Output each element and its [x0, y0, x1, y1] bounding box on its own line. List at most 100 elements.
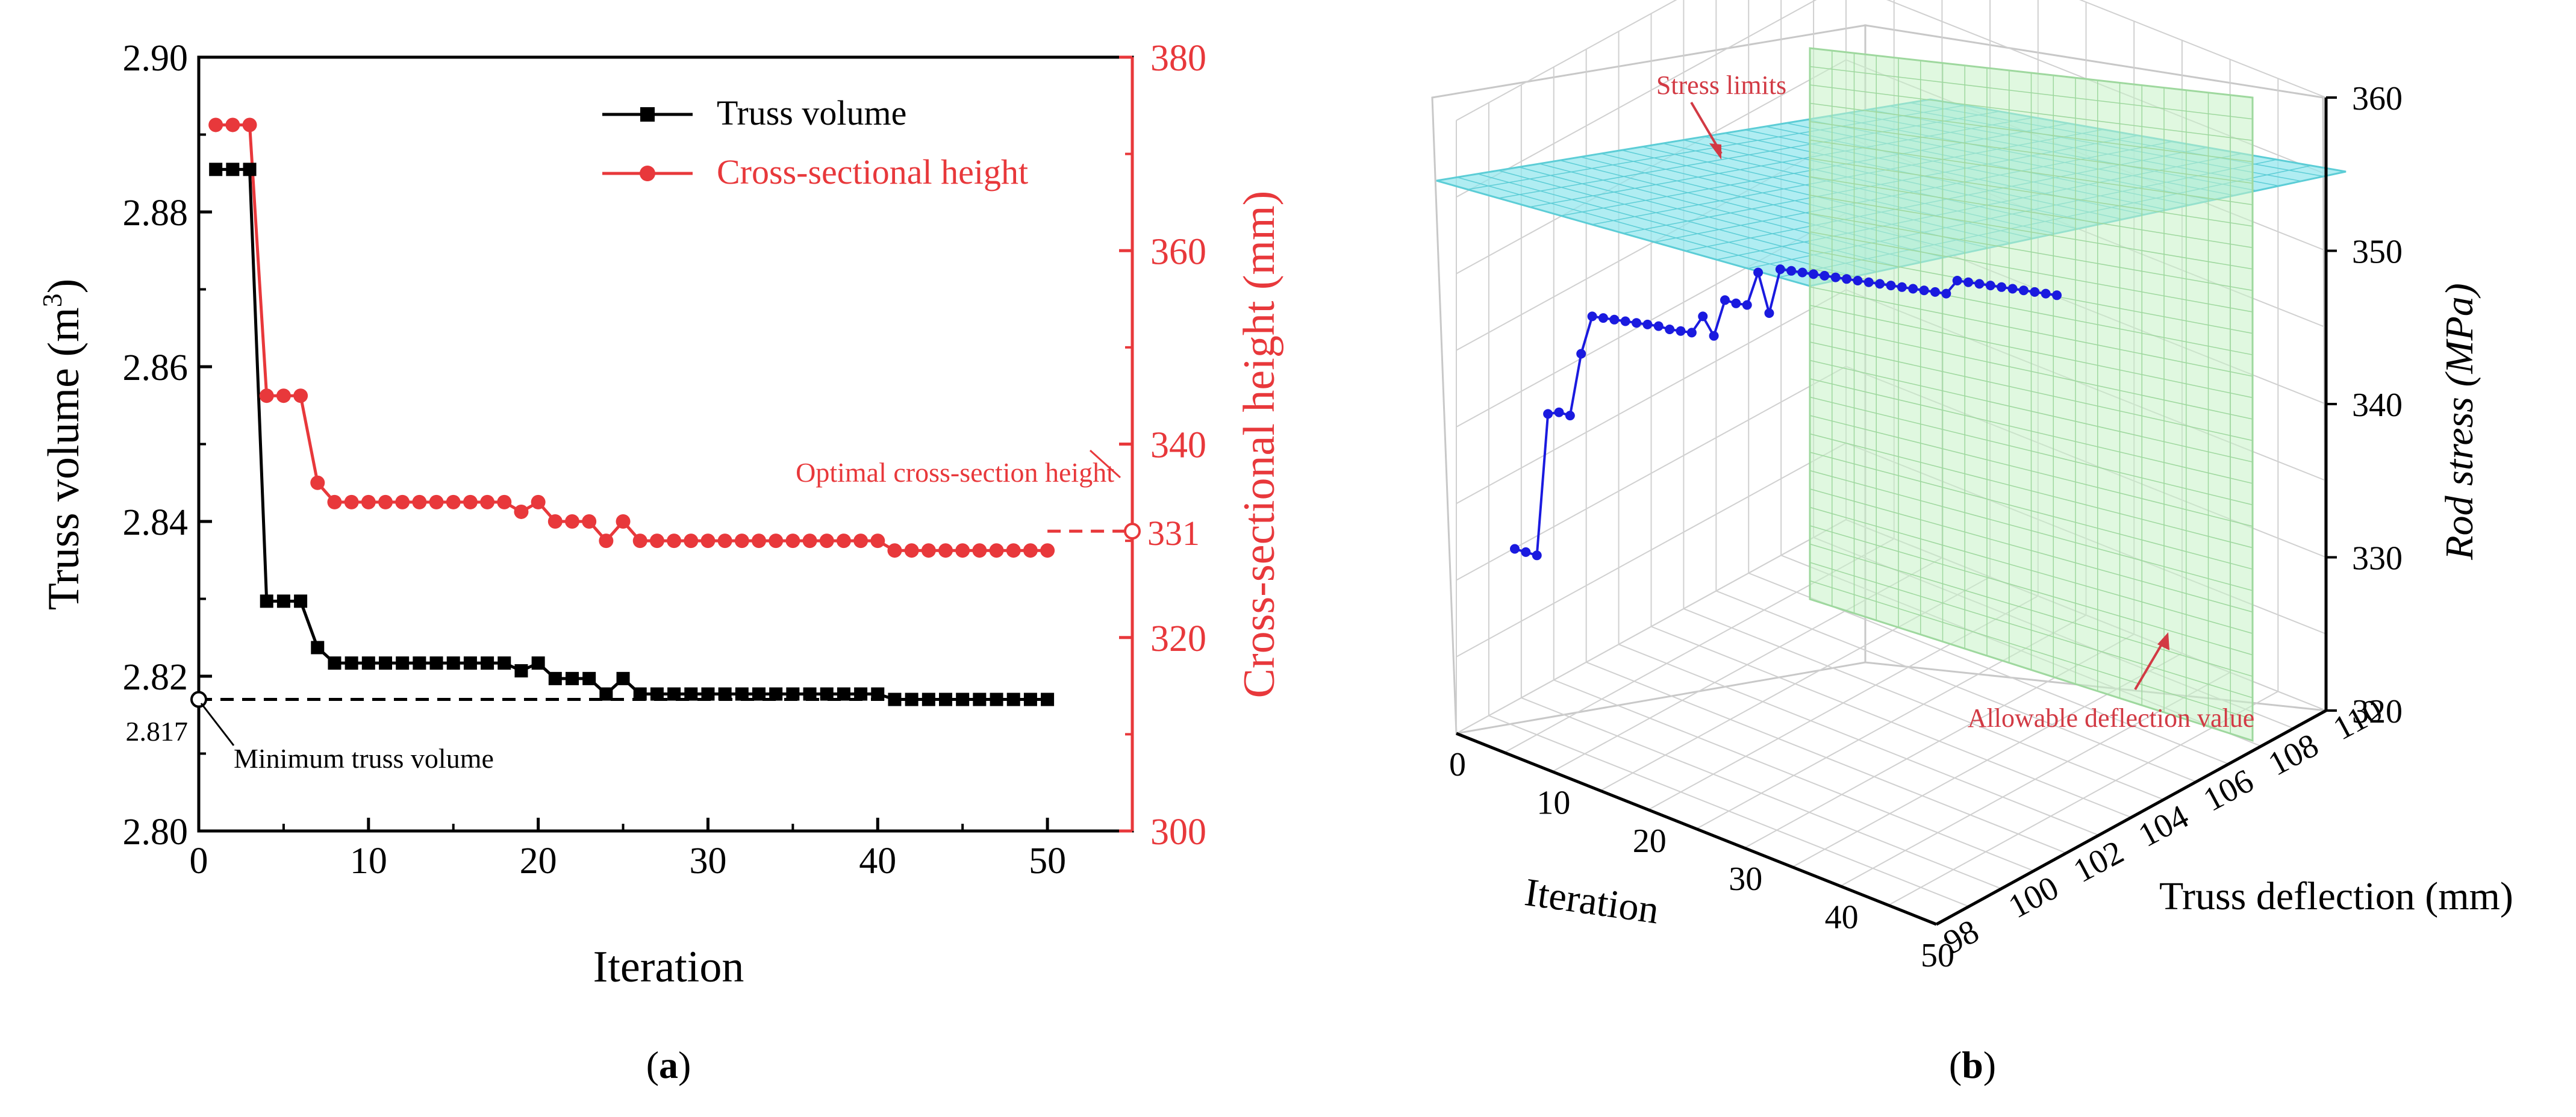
cross-sectional-height-point [836, 534, 851, 549]
optimization-path-point [1941, 288, 1951, 299]
panel-a-caption-letter: a [659, 1044, 678, 1086]
deflection-plane-grid-line [1809, 286, 2253, 377]
x-axis-line [1456, 732, 1937, 926]
wall-grid-line [1456, 442, 1847, 658]
optimization-path-point [1820, 270, 1830, 281]
truss-volume-point [396, 656, 410, 670]
truss-volume-point [888, 692, 902, 706]
optimal-height-pointer [1089, 449, 1121, 479]
optimization-path-point [1598, 313, 1608, 323]
optimization-path-point [1521, 547, 1531, 557]
cross-sectional-height-point [921, 543, 936, 558]
optimization-path-point [1886, 281, 1896, 291]
legend-cross-sectional-height-marker [640, 166, 655, 181]
panel-a-y-tick-labels: 2.80 2.82 2.84 2.86 2.88 2.90 [123, 38, 189, 853]
optimization-path-point [1952, 276, 1962, 285]
truss-volume-point [311, 641, 325, 655]
optimization-path-point [1698, 311, 1708, 322]
truss-volume-point [566, 671, 579, 685]
wall-grid-line [1456, 289, 1847, 505]
panel-a-y-axis-title-sup: 3 [37, 293, 67, 307]
panel-a-x-axis-title: Iteration [593, 942, 744, 992]
truss-volume-point [276, 594, 290, 608]
cross-sectional-height-point [684, 534, 699, 549]
cross-sectional-height-point [700, 534, 716, 549]
optimization-path-point [1930, 287, 1940, 297]
optimization-path-point [1720, 295, 1730, 305]
z-tick-label: 340 [2352, 387, 2403, 424]
truss-volume-point [260, 594, 273, 608]
truss-volume-point [803, 687, 817, 701]
y-axis-line [1935, 709, 2327, 926]
panel-b-caption: (b) [1949, 1044, 1996, 1086]
optimization-path-point [1731, 298, 1741, 308]
x-tick-label: 0 [1449, 746, 1466, 783]
optimization-path-point [1653, 321, 1664, 331]
cross-sectional-height-points [208, 117, 1055, 558]
truss-volume-point [243, 163, 257, 176]
deflection-plane-grid-line [1809, 580, 2253, 720]
truss-volume-point [650, 687, 664, 701]
optimization-path-point [1786, 266, 1797, 276]
truss-volume-point [1041, 692, 1055, 706]
y2-tick-label: 300 [1150, 812, 1206, 853]
deflection-plane-grid-line [1809, 194, 2253, 270]
legend-truss-volume-marker [640, 107, 655, 122]
optimization-path-point [1620, 316, 1630, 326]
stress-limits-arrowhead [1709, 143, 1721, 160]
deflection-limit-plane-grid [1809, 51, 2253, 734]
truss-volume-point [548, 671, 562, 685]
panel-a-y-axis-title: Truss volume (m3) [37, 279, 89, 611]
optimization-path-points [1510, 264, 2062, 561]
deflection-plane-grid-line [1809, 213, 2253, 291]
truss-volume-point [684, 687, 698, 701]
optimization-path-point [1908, 284, 1918, 294]
optimization-path-point [1897, 282, 1907, 292]
wall-grid-line [1456, 0, 1677, 121]
optimization-path-point [2052, 290, 2062, 300]
truss-volume-point [1006, 692, 1020, 706]
optimization-path-point [1842, 274, 1852, 284]
truss-volume-point [1023, 692, 1037, 706]
y2-tick-label: 380 [1150, 38, 1206, 79]
optimization-path-point [1709, 331, 1719, 341]
deflection-plane-grid-line [1809, 359, 2253, 462]
truss-volume-point [922, 692, 935, 706]
cross-sectional-height-point [632, 534, 647, 549]
truss-volume-point [752, 687, 766, 701]
cross-sectional-height-point [446, 494, 461, 509]
y-tick-label: 104 [2132, 798, 2194, 854]
x-tick-label: 0 [190, 841, 208, 882]
cross-sectional-height-point [463, 494, 478, 509]
truss-volume-point [905, 692, 918, 706]
truss-volume-point [209, 163, 223, 176]
optimal-height-label: Optimal cross-section height [796, 457, 1114, 488]
x-tick-label: 40 [859, 841, 896, 882]
cross-sectional-height-point [327, 494, 342, 509]
truss-volume-point [973, 692, 987, 706]
optimization-path-point [1985, 281, 1995, 291]
truss-volume-point [497, 656, 511, 670]
x-tick-label: 30 [1729, 860, 1762, 898]
truss-volume-point [667, 687, 681, 701]
truss-volume-point [786, 687, 800, 701]
deflection-plane-grid-line [1809, 470, 2253, 591]
y-tick-label: 2.88 [123, 193, 189, 234]
deflection-plane-grid-line [1809, 525, 2253, 656]
deflection-plane-grid-line [1809, 84, 2253, 141]
cross-sectional-height-point [717, 534, 732, 549]
panel-b-x-axis-title: Iteration [1522, 870, 1662, 932]
truss-volume-point [379, 656, 392, 670]
cross-sectional-height-point [972, 543, 987, 558]
cross-sectional-height-point [547, 514, 563, 529]
truss-volume-point [361, 656, 375, 670]
y2-tick-label: 360 [1150, 231, 1206, 272]
floor-grid-line [1715, 590, 2197, 783]
cross-sectional-height-point [225, 117, 240, 132]
optimization-path-point [1875, 279, 1885, 289]
panel-a-ticks [197, 55, 1132, 833]
truss-volume-point [226, 163, 240, 176]
truss-volume-point [582, 671, 596, 685]
truss-volume-point [837, 687, 850, 701]
